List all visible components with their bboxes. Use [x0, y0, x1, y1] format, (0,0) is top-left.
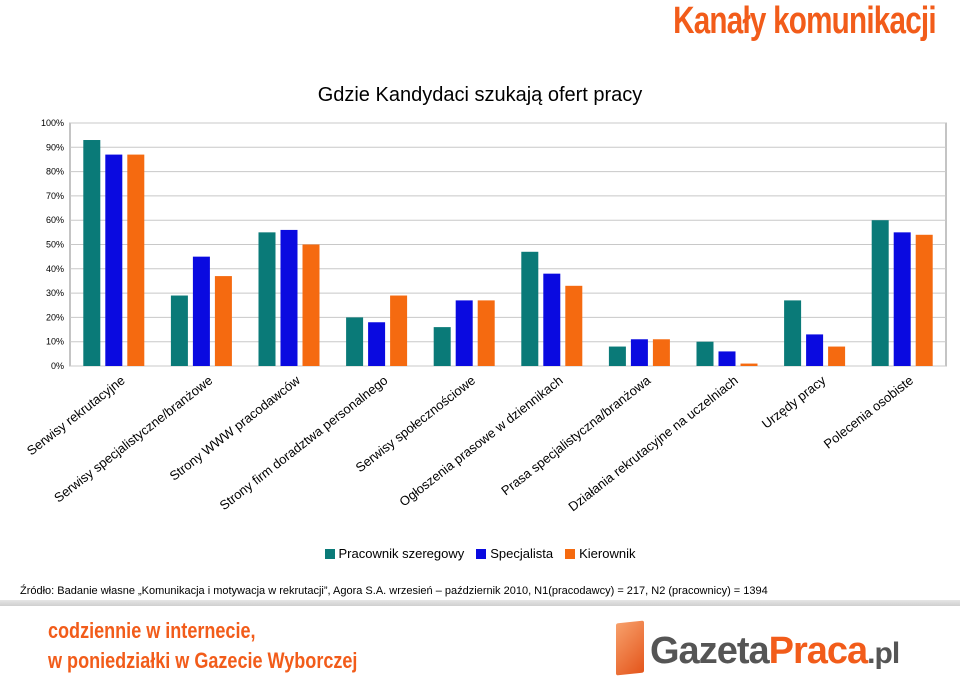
x-tick-label: Polecenia osobiste	[821, 373, 916, 452]
source-note: Źródło: Badanie własne „Komunikacja i mo…	[20, 585, 768, 597]
bar	[105, 154, 123, 366]
bar	[893, 232, 911, 366]
page-header-title: Kanały komunikacji	[673, 0, 936, 42]
legend-swatch-series-2	[565, 548, 576, 559]
legend-item-series-0: Pracownik szeregowy	[324, 546, 465, 561]
bar	[83, 140, 101, 366]
legend-label-series-1: Specjalista	[490, 546, 554, 561]
promo-line-2: w poniedziałki w Gazecie Wyborczej	[48, 648, 358, 673]
bar	[740, 363, 758, 366]
bar	[871, 220, 889, 366]
logo-mark-icon	[616, 620, 644, 676]
divider	[0, 600, 960, 606]
chart-legend: Pracownik szeregowy Specjalista Kierowni…	[0, 546, 960, 561]
bar-chart: 0% 10% 20% 30% 40% 50% 60% 70% 80% 90% 100% Serwisy…	[24, 118, 947, 515]
gazetapraca-logo: GazetaPraca.pl	[612, 616, 942, 676]
y-tick-label: 80%	[46, 167, 64, 177]
legend-label-series-0: Pracownik szeregowy	[338, 546, 465, 561]
x-tick-label: Ogłoszenia prasowe w dziennikach	[396, 373, 565, 510]
bar	[368, 322, 386, 366]
chart-title: Gdzie Kandydaci szukają ofert pracy	[317, 84, 643, 106]
legend-item-series-2: Kierownik	[565, 546, 635, 561]
y-tick-label: 10%	[46, 337, 64, 347]
x-tick-label: Strony firm doradztwa personalnego	[217, 373, 391, 513]
bar	[455, 300, 473, 366]
bar	[828, 346, 846, 366]
legend-label-series-2: Kierownik	[579, 546, 636, 561]
bar	[608, 346, 626, 366]
logo-text-part1: Gazeta	[650, 630, 770, 672]
y-tick-label: 60%	[46, 215, 64, 225]
y-tick-label: 100%	[41, 118, 64, 128]
bar	[258, 232, 276, 366]
y-tick-label: 50%	[46, 240, 64, 250]
legend-swatch-series-1	[476, 548, 487, 559]
bar	[346, 317, 364, 366]
bar	[565, 285, 583, 366]
logo-text-part3: .pl	[867, 637, 900, 670]
bar	[630, 339, 648, 366]
y-tick-label: 70%	[46, 191, 64, 201]
y-tick-label: 40%	[46, 264, 64, 274]
bar	[806, 334, 824, 366]
bar	[477, 300, 495, 366]
legend-item-series-1: Specjalista	[476, 546, 553, 561]
bar	[280, 229, 298, 366]
y-tick-label: 20%	[46, 312, 64, 322]
legend-swatch-series-0	[324, 548, 335, 559]
logo-text-part2: Praca	[768, 630, 869, 672]
bar	[915, 234, 933, 366]
x-tick-label: Urzędy pracy	[759, 372, 829, 431]
bar	[718, 351, 736, 366]
bar	[390, 295, 408, 366]
x-tick-label: Działania rekrutacyjne na uczelniach	[565, 373, 741, 515]
footer-banner: codziennie w internecie, w poniedziałki …	[0, 606, 960, 681]
bar	[652, 339, 670, 366]
bar	[302, 244, 320, 366]
y-tick-label: 0%	[51, 361, 64, 371]
bar	[784, 300, 802, 366]
bar	[170, 295, 188, 366]
bar	[521, 251, 539, 366]
bar	[696, 341, 714, 366]
y-tick-label: 30%	[46, 288, 64, 298]
x-tick-label: Prasa specjalistyczna/branżowa	[498, 372, 654, 498]
bar	[433, 327, 451, 366]
y-tick-label: 90%	[46, 142, 64, 152]
bar	[543, 273, 561, 366]
promo-line-1: codziennie w internecie,	[48, 618, 256, 643]
bar	[214, 276, 232, 366]
x-tick-label: Serwisy specjalistyczne/branżowe	[51, 373, 215, 506]
bar	[127, 154, 145, 366]
logo-text: GazetaPraca.pl	[650, 630, 900, 673]
bar	[192, 256, 210, 366]
